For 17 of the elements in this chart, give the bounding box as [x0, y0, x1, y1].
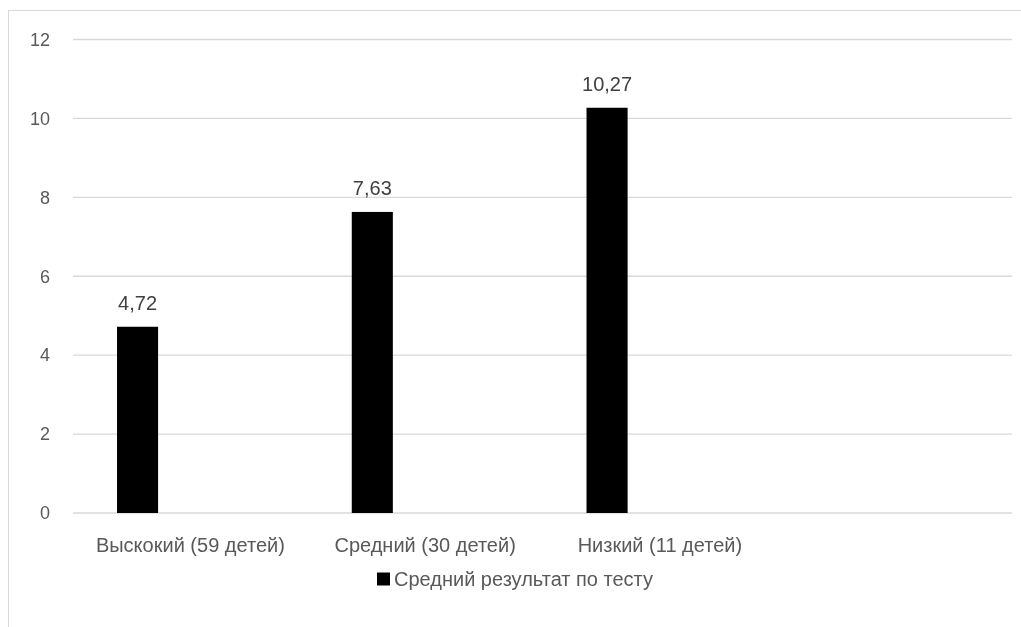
legend-label: Средний результат по тесту	[394, 568, 653, 590]
y-tick-label: 10	[29, 108, 50, 129]
x-tick-label: Средний (30 детей)	[334, 534, 516, 556]
data-label: 10,27	[582, 72, 633, 95]
y-tick-label: 4	[39, 345, 50, 366]
bar	[586, 107, 628, 513]
bar	[351, 211, 393, 513]
y-tick-label: 6	[39, 266, 50, 287]
data-label: 7,63	[352, 176, 392, 199]
x-tick-label: Низкий (11 детей)	[577, 534, 743, 556]
x-tick-label: Выскокий (59 детей)	[95, 534, 285, 556]
y-tick-label: 12	[29, 29, 50, 50]
y-tick-label: 2	[39, 424, 50, 445]
bar	[117, 326, 159, 513]
data-label: 4,72	[118, 291, 158, 314]
y-tick-label: 8	[39, 187, 50, 208]
y-tick-label: 0	[39, 503, 50, 524]
